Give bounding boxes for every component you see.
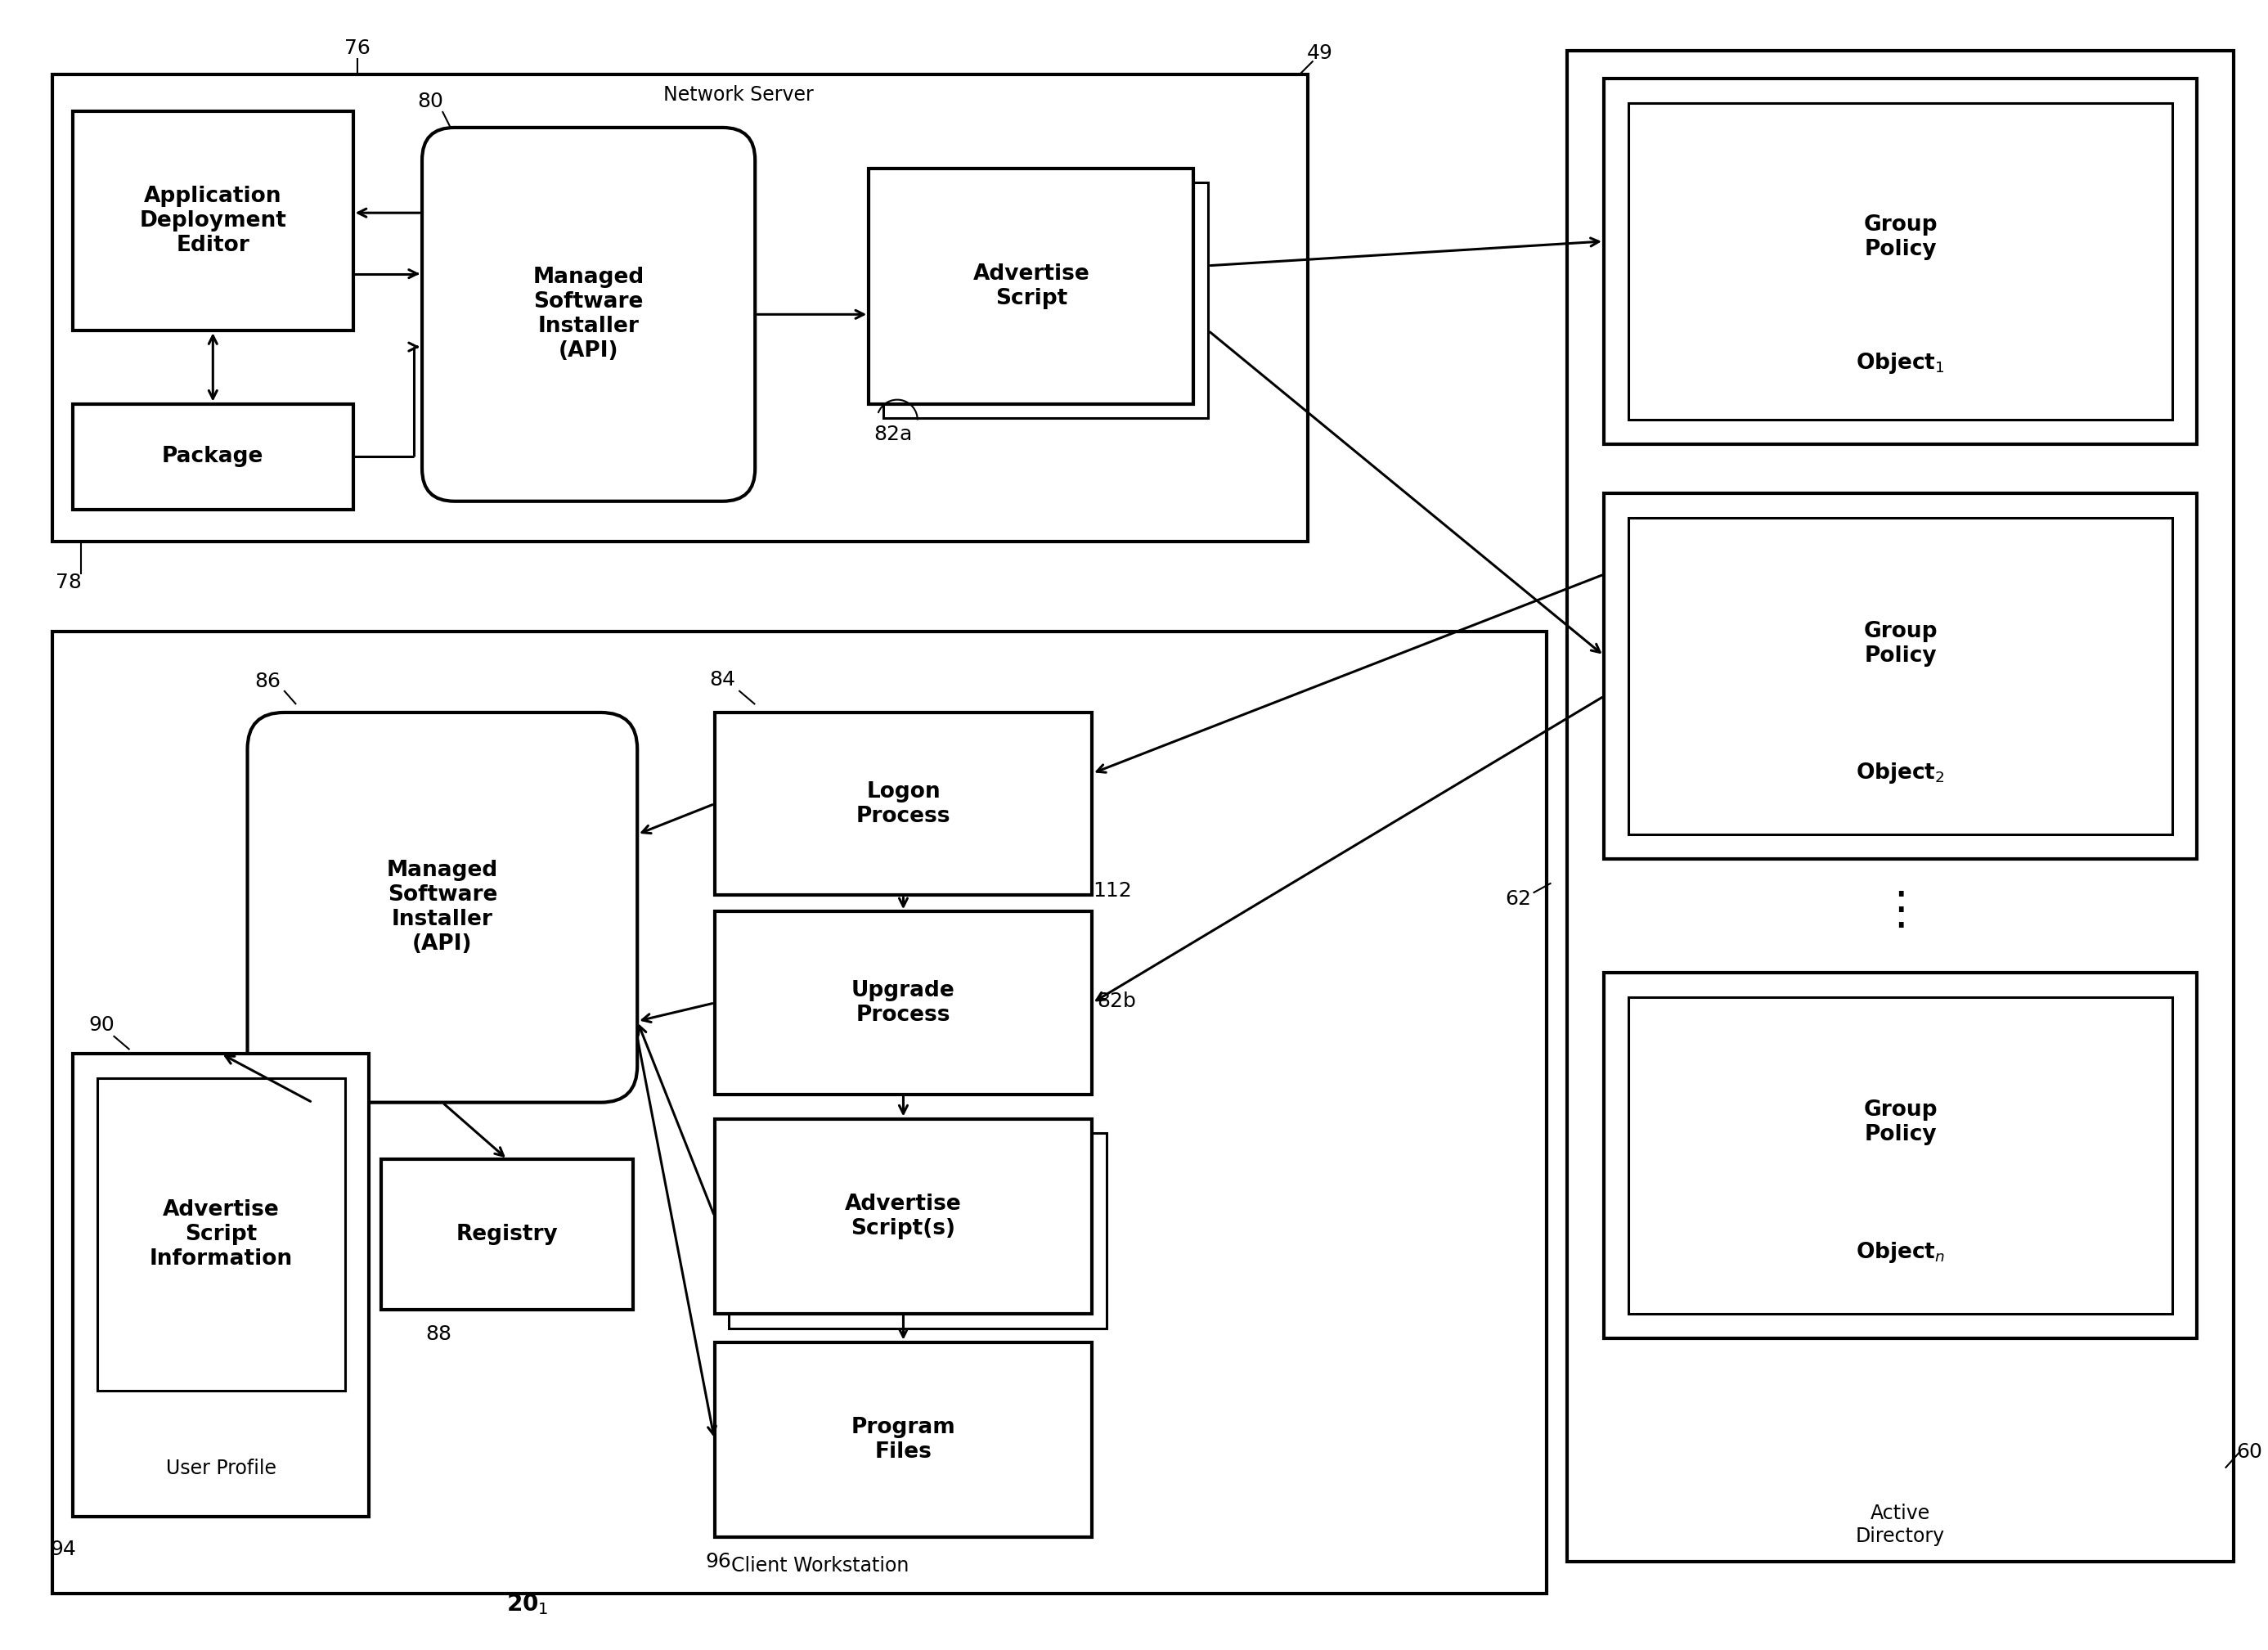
Text: Network Server: Network Server bbox=[665, 86, 814, 106]
FancyBboxPatch shape bbox=[1567, 51, 2234, 1561]
Text: Registry: Registry bbox=[456, 1224, 558, 1246]
Text: Advertise
Script
Information: Advertise Script Information bbox=[150, 1200, 293, 1269]
FancyBboxPatch shape bbox=[728, 1134, 1107, 1328]
FancyBboxPatch shape bbox=[52, 74, 1306, 541]
Text: Advertise
Script(s): Advertise Script(s) bbox=[846, 1193, 962, 1239]
Text: Advertise
Script: Advertise Script bbox=[973, 262, 1089, 309]
FancyBboxPatch shape bbox=[869, 168, 1193, 404]
Text: 20$_1$: 20$_1$ bbox=[506, 1592, 549, 1617]
Text: 84: 84 bbox=[710, 670, 735, 690]
Text: Group
Policy: Group Policy bbox=[1864, 1101, 1937, 1145]
FancyBboxPatch shape bbox=[52, 632, 1547, 1594]
FancyBboxPatch shape bbox=[98, 1077, 345, 1391]
FancyBboxPatch shape bbox=[1628, 104, 2173, 421]
Text: 88: 88 bbox=[424, 1325, 451, 1343]
Text: 62: 62 bbox=[1506, 889, 1531, 909]
FancyBboxPatch shape bbox=[714, 1119, 1093, 1313]
Text: Active
Directory: Active Directory bbox=[1855, 1503, 1946, 1546]
FancyBboxPatch shape bbox=[422, 127, 755, 502]
FancyBboxPatch shape bbox=[714, 713, 1093, 896]
Text: Group
Policy: Group Policy bbox=[1864, 620, 1937, 667]
FancyBboxPatch shape bbox=[1628, 997, 2173, 1313]
Text: Object$_1$: Object$_1$ bbox=[1855, 351, 1946, 376]
Text: Object$_n$: Object$_n$ bbox=[1855, 1241, 1946, 1266]
FancyBboxPatch shape bbox=[714, 1341, 1093, 1538]
Text: Object$_2$: Object$_2$ bbox=[1855, 761, 1946, 785]
Text: Application
Deployment
Editor: Application Deployment Editor bbox=[138, 186, 286, 256]
FancyBboxPatch shape bbox=[1628, 518, 2173, 835]
FancyBboxPatch shape bbox=[714, 911, 1093, 1094]
FancyBboxPatch shape bbox=[1603, 493, 2198, 858]
FancyBboxPatch shape bbox=[1603, 79, 2198, 444]
Text: 86: 86 bbox=[254, 672, 281, 691]
Text: User Profile: User Profile bbox=[166, 1459, 277, 1478]
FancyBboxPatch shape bbox=[381, 1160, 633, 1310]
Text: 60: 60 bbox=[2236, 1442, 2263, 1462]
Text: 90: 90 bbox=[88, 1015, 113, 1035]
Text: ⋮: ⋮ bbox=[1878, 889, 1923, 934]
Text: Managed
Software
Installer
(API): Managed Software Installer (API) bbox=[386, 860, 499, 955]
Text: 49: 49 bbox=[1306, 43, 1334, 63]
Text: Program
Files: Program Files bbox=[850, 1417, 955, 1462]
Text: 96: 96 bbox=[705, 1551, 733, 1571]
Text: Logon
Process: Logon Process bbox=[855, 780, 950, 827]
Text: Client Workstation: Client Workstation bbox=[730, 1556, 909, 1576]
FancyBboxPatch shape bbox=[73, 111, 354, 330]
FancyBboxPatch shape bbox=[73, 1054, 370, 1516]
FancyBboxPatch shape bbox=[247, 713, 637, 1102]
Text: 80: 80 bbox=[417, 92, 442, 111]
Text: Upgrade
Process: Upgrade Process bbox=[850, 980, 955, 1026]
Text: 76: 76 bbox=[345, 38, 370, 58]
Text: 82b: 82b bbox=[1098, 992, 1136, 1011]
Text: 78: 78 bbox=[57, 573, 82, 592]
Text: Group
Policy: Group Policy bbox=[1864, 215, 1937, 261]
Text: 94: 94 bbox=[50, 1539, 77, 1559]
FancyBboxPatch shape bbox=[1603, 972, 2198, 1338]
FancyBboxPatch shape bbox=[885, 183, 1209, 419]
Text: Managed
Software
Installer
(API): Managed Software Installer (API) bbox=[533, 267, 644, 361]
Text: 82a: 82a bbox=[873, 424, 912, 444]
FancyBboxPatch shape bbox=[73, 404, 354, 510]
Text: Package: Package bbox=[161, 446, 263, 467]
Text: 112: 112 bbox=[1093, 881, 1132, 901]
